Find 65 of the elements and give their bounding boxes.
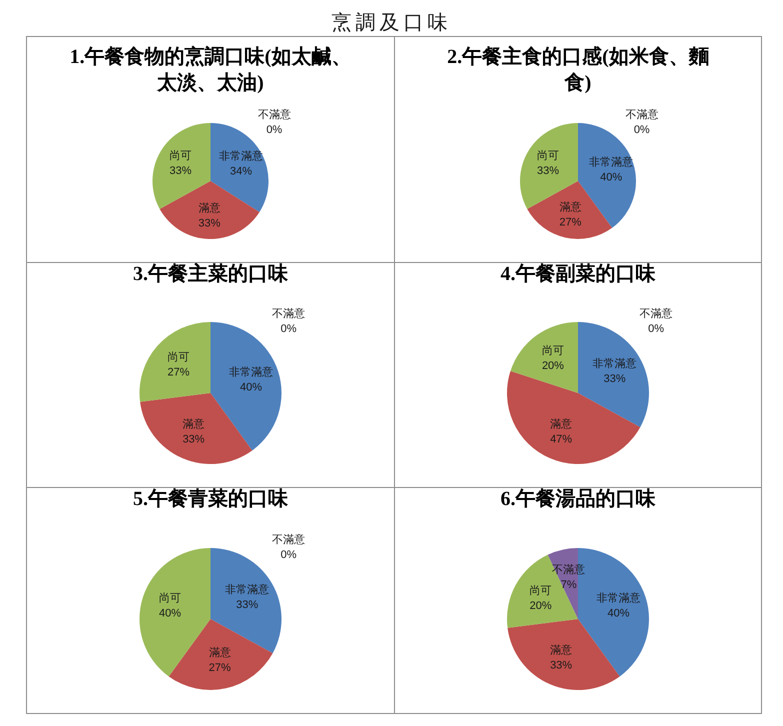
category-label: 不滿意 (640, 308, 673, 320)
data-label: 40% (158, 607, 182, 620)
text: 0% (634, 124, 650, 136)
slice-label: 尚可 (158, 591, 181, 604)
pie-slice (160, 181, 260, 239)
slice-label: 非常滿意 (229, 365, 274, 378)
data-label: 40% (600, 172, 622, 184)
category-label: 不滿意 (258, 109, 291, 122)
data-label: 27% (168, 366, 190, 378)
chart-title: 2.午餐主食的口感(如米食、麵食) (447, 45, 709, 94)
pie-slice (527, 181, 612, 239)
slice-label: 滿意 (208, 646, 231, 660)
chart-title: 1.午餐食物的烹調口味(如太鹹、太淡、太油) (70, 45, 352, 94)
slice-label: 尚可 (537, 148, 560, 162)
data-label: 27% (559, 216, 582, 228)
data-label: 20% (542, 360, 564, 372)
text: 0% (280, 323, 297, 336)
slice-label: 尚可 (168, 350, 190, 364)
text: 0% (280, 549, 297, 562)
slice-label: 非常滿意 (589, 156, 634, 169)
slice-label: 非常滿意 (596, 591, 641, 604)
data-label: 40% (240, 381, 262, 394)
chart-title: 6.午餐湯品的口味 (500, 488, 656, 510)
slice-label: 非常滿意 (218, 150, 263, 163)
pie-slice (210, 123, 268, 212)
category-label: 不滿意 (272, 534, 306, 546)
data-label: 33% (550, 660, 572, 672)
pie-slice (140, 322, 210, 402)
data-label: 34% (230, 166, 252, 178)
text: 0% (648, 323, 664, 336)
data-label: 20% (530, 600, 552, 612)
data-label: 7% (560, 578, 577, 591)
pie-slice (507, 371, 640, 464)
pie-slice (210, 322, 282, 450)
slice-label: 尚可 (170, 148, 192, 162)
slice-label: 非常滿意 (225, 582, 270, 596)
data-label: 27% (208, 662, 232, 674)
pie-slice (508, 619, 620, 690)
slice-label: 滿意 (559, 200, 582, 214)
slice-label: 滿意 (182, 418, 205, 431)
data-label: 33% (198, 217, 221, 230)
pie-slice (578, 322, 649, 428)
pie-slice (510, 322, 578, 393)
slice-label: 尚可 (542, 344, 564, 358)
pie-slice (140, 393, 252, 464)
data-label: 33% (236, 598, 258, 611)
text: 0% (266, 124, 282, 136)
slice-label: 滿意 (550, 418, 572, 431)
pie-slice (168, 619, 273, 690)
data-label: 33% (604, 372, 626, 385)
data-label: 40% (608, 607, 630, 620)
data-label: 47% (550, 434, 572, 446)
slice-label: 滿意 (198, 201, 220, 214)
category-label: 不滿意 (272, 308, 306, 320)
data-label: 33% (170, 164, 192, 177)
pie-slice (140, 548, 210, 676)
data-label: 33% (182, 434, 205, 446)
slice-label: 非常滿意 (592, 356, 637, 370)
text: 烹調及口味 (330, 9, 452, 36)
chart-title: 5.午餐青菜的口味 (133, 488, 289, 510)
data-label: 33% (537, 164, 560, 177)
category-label: 不滿意 (625, 109, 658, 122)
chart-title: 4.午餐副菜的口味 (500, 263, 656, 285)
slice-label: 尚可 (530, 584, 552, 597)
slice-label: 滿意 (550, 644, 572, 657)
